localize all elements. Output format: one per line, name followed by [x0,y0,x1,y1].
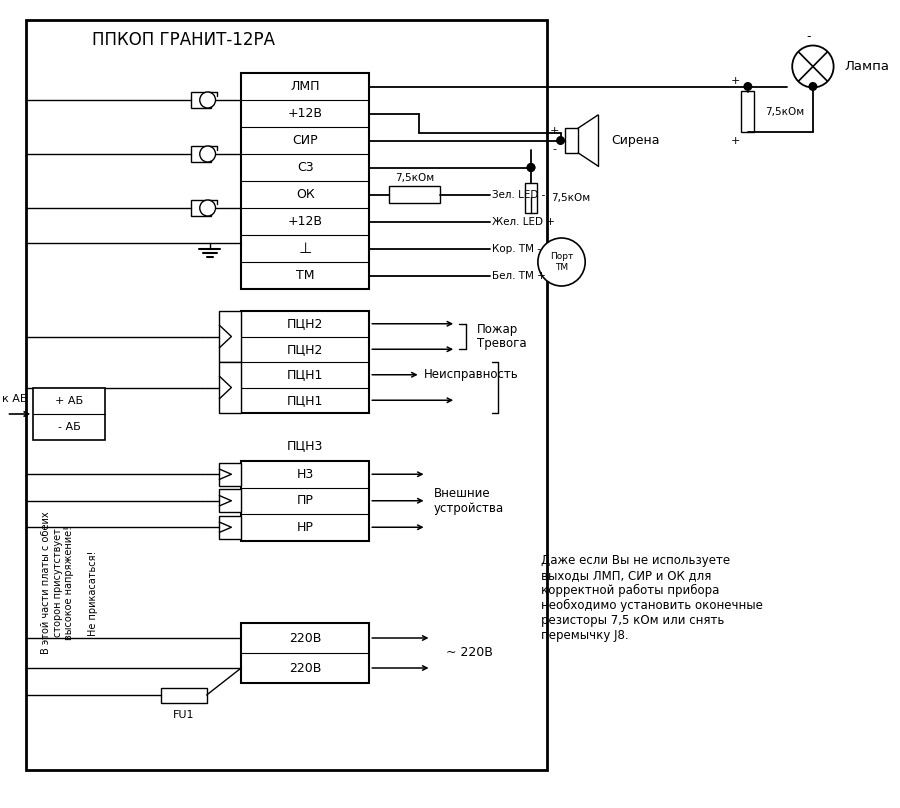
Bar [742,91,754,132]
Text: Порт
ТМ: Порт ТМ [550,252,573,271]
Text: +12В: +12В [288,215,323,228]
Text: Кор. ТМ -: Кор. ТМ - [491,243,541,254]
Bar [220,489,241,512]
Text: СИР: СИР [292,134,318,147]
Text: ⊥: ⊥ [299,241,312,256]
Bar [33,388,105,440]
Text: Не прикасаться!: Не прикасаться! [88,550,98,636]
Text: +12В: +12В [288,107,323,120]
Text: Сирена: Сирена [611,134,660,147]
Text: +: + [550,127,559,137]
Text: 7,5кОм: 7,5кОм [766,107,805,116]
Text: 220В: 220В [289,632,321,645]
Text: Зел. LED -: Зел. LED - [491,190,544,200]
Text: В этой части платы с обеих
сторон присутствует
высокое напряжение!: В этой части платы с обеих сторон присут… [41,511,75,654]
Text: ПЦН1: ПЦН1 [287,368,323,381]
Bar [525,183,537,213]
Text: FU1: FU1 [173,710,194,720]
Bar [220,311,241,362]
Text: Пожар
Тревога: Пожар Тревога [477,322,526,351]
Text: ОК: ОК [296,188,315,201]
Text: - АБ: - АБ [58,422,80,432]
Text: к АБ: к АБ [2,394,27,404]
Text: ПЦН2: ПЦН2 [287,318,323,330]
Bar [191,92,211,108]
Text: 7,5кОм: 7,5кОм [551,192,590,203]
Text: +: + [731,136,740,145]
Text: -: - [553,145,556,154]
Bar [26,20,547,770]
Text: ~ 220В: ~ 220В [446,646,493,659]
Bar [241,461,369,541]
Bar [191,200,211,216]
Text: Лампа: Лампа [844,60,889,73]
Text: Жел. LED +: Жел. LED + [491,217,554,226]
Text: ЛМП: ЛМП [291,80,320,93]
Text: ППКОП ГРАНИТ-12РА: ППКОП ГРАНИТ-12РА [93,31,275,49]
Text: С3: С3 [297,161,313,174]
Circle shape [200,200,215,216]
Text: Даже если Вы не используете
выходы ЛМП, СИР и ОК для
корректной работы прибора
н: Даже если Вы не используете выходы ЛМП, … [541,554,762,642]
Text: 7,5кОм: 7,5кОм [395,174,434,183]
Circle shape [792,45,833,87]
Bar [191,146,211,162]
Bar [220,516,241,539]
Text: +: + [731,77,740,86]
Bar [241,623,369,683]
Circle shape [557,137,564,145]
Text: ПЦН3: ПЦН3 [287,440,323,452]
Text: Бел. ТМ +: Бел. ТМ + [491,271,545,280]
Bar [241,311,369,413]
Text: ПЦН2: ПЦН2 [287,343,323,356]
Text: ТМ: ТМ [296,269,314,282]
Text: ПР: ПР [297,494,314,507]
Bar [241,73,369,289]
Bar [565,128,579,153]
Text: Внешние
устройства: Внешние устройства [434,486,503,515]
Text: НР: НР [297,520,314,534]
Bar [220,463,241,486]
Text: + АБ: + АБ [55,396,83,406]
Circle shape [200,92,215,108]
Circle shape [809,82,816,90]
Circle shape [744,82,752,90]
Bar [220,362,241,413]
Text: 220В: 220В [289,662,321,675]
Bar [389,186,440,203]
Circle shape [200,146,215,162]
Bar [161,688,207,702]
Circle shape [527,164,535,171]
Circle shape [538,238,585,286]
Text: Неисправность: Неисправность [424,368,518,381]
Text: ПЦН1: ПЦН1 [287,393,323,406]
Circle shape [527,164,535,171]
Text: Н3: Н3 [297,468,314,481]
Text: -: - [806,30,811,43]
